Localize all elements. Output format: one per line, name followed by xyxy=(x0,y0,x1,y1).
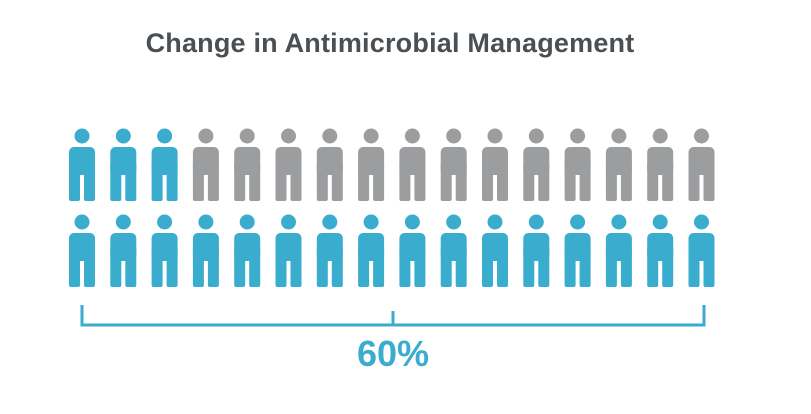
person-icon xyxy=(399,128,426,201)
person-icon xyxy=(564,214,591,287)
person-icon xyxy=(358,128,385,201)
percentage-label: 60% xyxy=(356,333,430,374)
person-icon xyxy=(358,214,385,287)
person-icon xyxy=(482,214,508,287)
person-icon xyxy=(399,214,426,287)
person-icon xyxy=(647,128,674,201)
person-icon xyxy=(110,128,137,201)
person-icon xyxy=(440,128,467,201)
people-row-bottom xyxy=(69,214,715,287)
person-icon xyxy=(523,128,550,201)
person-icon xyxy=(192,214,219,287)
person-icon xyxy=(234,214,261,287)
bracket-line xyxy=(80,305,706,327)
person-icon xyxy=(192,128,219,201)
person-icon xyxy=(316,214,343,287)
person-icon xyxy=(688,128,715,201)
person-icon xyxy=(110,214,137,287)
person-icon xyxy=(605,214,632,287)
person-icon xyxy=(69,214,95,287)
person-icon xyxy=(605,128,632,201)
person-icon xyxy=(647,214,674,287)
person-icon xyxy=(275,128,302,201)
person-icon xyxy=(151,128,178,201)
person-icon xyxy=(69,128,95,201)
person-icon xyxy=(688,214,715,287)
person-icon xyxy=(151,214,178,287)
person-icon xyxy=(482,128,508,201)
percentage-bracket xyxy=(80,305,706,327)
person-icon xyxy=(440,214,467,287)
person-icon xyxy=(234,128,261,201)
infographic-title: Change in Antimicrobial Management xyxy=(145,28,635,58)
person-icon xyxy=(564,128,591,201)
people-row-top xyxy=(69,128,715,201)
person-icon xyxy=(316,128,343,201)
person-icon xyxy=(523,214,550,287)
person-icon xyxy=(275,214,302,287)
